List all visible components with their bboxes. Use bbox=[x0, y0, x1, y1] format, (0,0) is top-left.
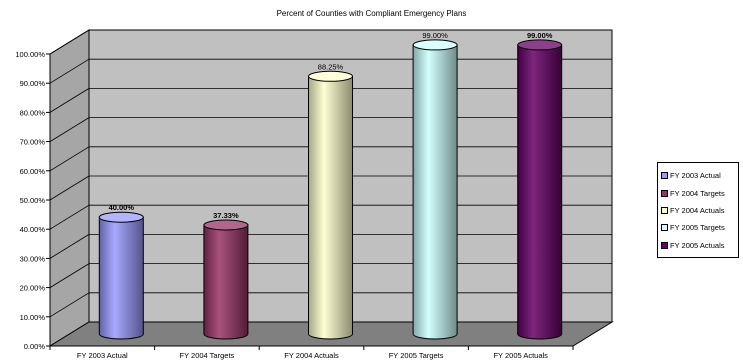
bar-top bbox=[412, 39, 458, 51]
legend-item: FY 2005 Targets bbox=[661, 219, 738, 236]
bar bbox=[308, 75, 353, 340]
legend-label: FY 2004 Actuals bbox=[670, 205, 725, 215]
data-label: 37.33% bbox=[213, 211, 239, 220]
bar-top bbox=[203, 219, 249, 231]
y-tick-label: 50.00% bbox=[20, 196, 46, 205]
chart-legend: FY 2003 Actual FY 2004 Targets FY 2004 Act… bbox=[657, 162, 739, 258]
x-tick-label: FY 2003 Actual bbox=[77, 351, 128, 360]
x-tick-label: FY 2004 Targets bbox=[180, 351, 235, 360]
gridline-side bbox=[49, 146, 90, 172]
data-label: 88.25% bbox=[318, 62, 344, 71]
gridline-side bbox=[49, 204, 90, 230]
legend-item: FY 2005 Actuals bbox=[661, 237, 738, 254]
bar bbox=[98, 216, 144, 340]
y-tick-label: 20.00% bbox=[20, 284, 46, 293]
y-tick-label: 60.00% bbox=[20, 167, 46, 176]
gridline-side bbox=[49, 292, 90, 318]
gridline-side bbox=[49, 234, 90, 259]
data-label: 99.00% bbox=[527, 31, 553, 40]
bar-top bbox=[517, 39, 563, 51]
legend-swatch bbox=[661, 224, 668, 232]
bar-top bbox=[98, 211, 144, 223]
y-tick-label: 80.00% bbox=[20, 108, 46, 117]
legend-item: FY 2003 Actual bbox=[661, 167, 738, 184]
bar-top bbox=[308, 70, 353, 82]
legend-label: FY 2004 Targets bbox=[670, 188, 725, 198]
x-tick-label: FY 2005 Targets bbox=[389, 351, 444, 360]
legend-item: FY 2004 Actuals bbox=[661, 202, 738, 219]
gridline-side bbox=[49, 88, 90, 113]
bar bbox=[412, 44, 458, 340]
legend-label: FY 2005 Targets bbox=[670, 223, 725, 233]
legend-swatch bbox=[661, 189, 668, 197]
legend-item: FY 2004 Targets bbox=[661, 184, 738, 201]
legend-label: FY 2005 Actuals bbox=[670, 240, 725, 250]
y-tick-label: 90.00% bbox=[20, 79, 46, 88]
gridline-side bbox=[49, 58, 90, 84]
gridline-side bbox=[49, 117, 90, 142]
y-tick-label: 40.00% bbox=[20, 225, 46, 234]
y-tick-label: 100.00% bbox=[15, 50, 45, 59]
bar bbox=[203, 224, 249, 340]
legend-label: FY 2003 Actual bbox=[670, 171, 721, 181]
y-tick-label: 30.00% bbox=[20, 254, 46, 263]
gridline-side bbox=[49, 29, 90, 55]
bar bbox=[517, 44, 563, 340]
chart-title: Percent of Counties with Compliant Emerg… bbox=[276, 9, 467, 18]
y-tick-label: 0.00% bbox=[24, 342, 46, 351]
x-tick-label: FY 2004 Actuals bbox=[284, 351, 339, 360]
x-tick-label: FY 2005 Actuals bbox=[493, 351, 548, 360]
gridline-side bbox=[49, 175, 90, 201]
legend-swatch bbox=[661, 241, 668, 249]
gridline-side bbox=[49, 263, 90, 288]
data-label: 40.00% bbox=[109, 203, 135, 212]
legend-swatch bbox=[661, 172, 668, 180]
data-label: 99.00% bbox=[422, 31, 448, 40]
y-tick-label: 10.00% bbox=[20, 313, 46, 322]
y-tick-label: 70.00% bbox=[20, 138, 46, 147]
legend-swatch bbox=[661, 206, 668, 214]
